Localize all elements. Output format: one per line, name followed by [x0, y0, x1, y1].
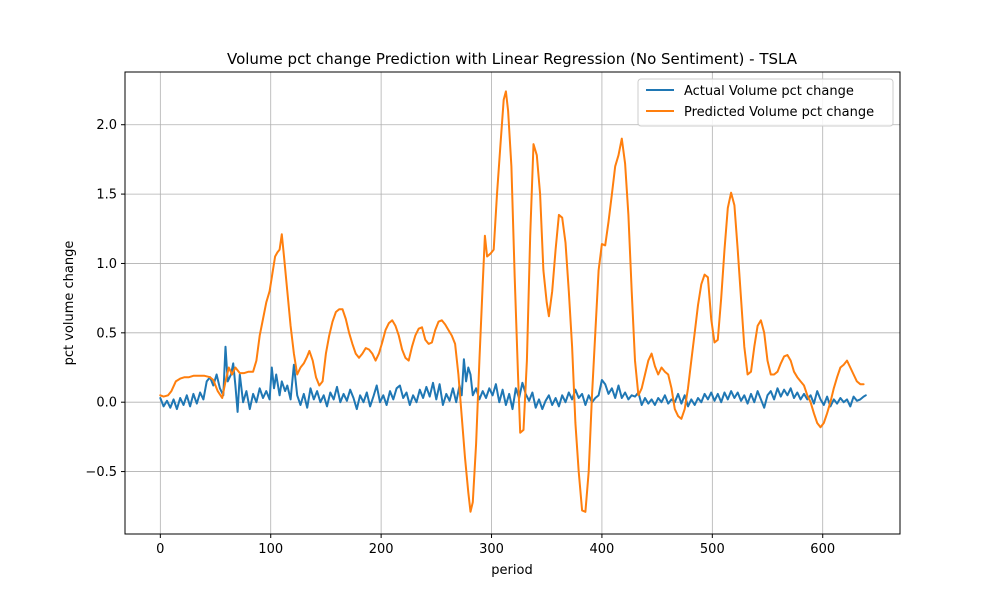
- y-tick-label: −0.5: [85, 465, 117, 480]
- y-tick-label: 0.0: [96, 396, 117, 411]
- y-tick-label: 1.0: [96, 257, 117, 272]
- y-tick-label: 2.0: [96, 118, 117, 133]
- x-tick-label: 100: [258, 542, 283, 557]
- plot-area-frame: [124, 71, 901, 535]
- y-axis-ticks: −0.5 0.0 0.5 1.0 1.5 2.0: [85, 118, 125, 480]
- y-tick-label: 0.5: [96, 326, 117, 341]
- x-axis-ticks: 0 100 200 300 400 500 600: [156, 534, 835, 557]
- legend-box: [637, 78, 894, 127]
- chart-title: Volume pct change Prediction with Linear…: [227, 50, 798, 68]
- y-axis-label: pct volume change: [62, 241, 77, 366]
- y-tick-label: 1.5: [96, 188, 117, 203]
- series-line-predicted: [159, 90, 865, 513]
- legend-label-actual: Actual Volume pct change: [684, 84, 854, 99]
- x-axis-label: period: [491, 563, 532, 578]
- series-line-actual: [159, 345, 867, 413]
- x-tick-label: 200: [369, 542, 394, 557]
- x-tick-label: 500: [700, 542, 725, 557]
- series-lines: [159, 90, 867, 513]
- x-tick-label: 600: [810, 542, 835, 557]
- x-tick-label: 0: [156, 542, 164, 557]
- legend: Actual Volume pct change Predicted Volum…: [637, 78, 894, 127]
- x-tick-label: 300: [479, 542, 504, 557]
- legend-label-predicted: Predicted Volume pct change: [684, 105, 874, 120]
- grid-lines: [125, 72, 900, 534]
- x-tick-label: 400: [590, 542, 615, 557]
